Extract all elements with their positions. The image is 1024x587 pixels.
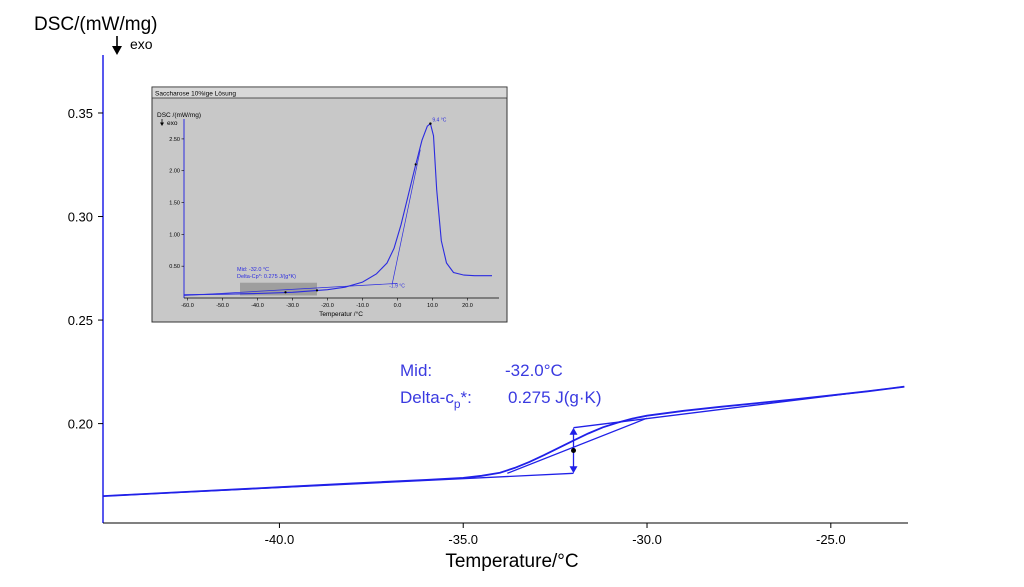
inset-x-tick-label: -40.0 <box>251 303 264 309</box>
inset-delta-text: Delta-Cp*: 0.275 J/(g*K) <box>237 274 296 280</box>
delta-cp-arrow-head-up <box>569 427 578 435</box>
inset-title-bar <box>151 86 508 99</box>
inset-y-tick-label: 2.50 <box>169 137 180 143</box>
inset-tangent-line <box>183 283 398 296</box>
delta-cp-arrow-head-down <box>569 466 578 474</box>
dsc-curve <box>102 385 905 497</box>
y-tick-label: 0.30 <box>68 210 93 225</box>
inset-mid-marker <box>284 291 287 294</box>
x-axis-label: Temperature/°C <box>445 551 578 572</box>
delta-cp-value: 0.275 J(g·K) <box>508 388 602 407</box>
y-tick-label: 0.35 <box>68 106 93 121</box>
inset-x-tick-label: 20.0 <box>462 303 473 309</box>
x-tick-label: -30.0 <box>632 532 662 547</box>
inset-peak-label: 9.4 °C <box>432 118 446 124</box>
x-tick-label: -35.0 <box>448 532 478 547</box>
x-tick-label: -40.0 <box>265 532 295 547</box>
inset-x-label: Temperatur /°C <box>319 310 363 318</box>
delta-cp-suffix: *: <box>461 388 472 407</box>
inset-x-tick-label: -20.0 <box>321 303 334 309</box>
inset-peak-marker <box>429 122 432 125</box>
delta-cp-label-main: Delta-c <box>400 388 454 407</box>
y-axis-label: DSC/(mW/mg) <box>34 14 157 35</box>
x-tick-label: -25.0 <box>816 532 846 547</box>
inset-exo-label: exo <box>167 120 178 127</box>
inset-x-tick-label: -60.0 <box>181 303 194 309</box>
inset-y-label: DSC /(mW/mg) <box>157 112 201 119</box>
tangent-line <box>507 417 648 474</box>
mid-value: -32.0°C <box>505 361 563 380</box>
inset-x-tick-label: 10.0 <box>427 303 438 309</box>
inset-mid-text: Mid: -32.0 °C <box>237 267 269 273</box>
y-tick-label: 0.20 <box>68 417 93 432</box>
inset-exo-arrow-icon <box>160 119 164 126</box>
inset-x-tick-label: -50.0 <box>216 303 229 309</box>
inset-chart: Saccharose 10%ige Lösung DSC /(mW/mg) ex… <box>151 86 508 323</box>
inset-tangent-line <box>391 149 421 284</box>
inset-y-tick-label: 1.50 <box>169 201 180 207</box>
inset-end-marker <box>315 289 319 292</box>
inset-y-tick-label: 0.50 <box>169 264 180 270</box>
inset-dsc-curve <box>183 122 492 296</box>
inset-x-tick-label: -30.0 <box>286 303 299 309</box>
inset-y-tick-label: 2.00 <box>169 169 180 175</box>
mid-point-marker <box>571 448 577 454</box>
mid-label: Mid: <box>400 361 432 380</box>
y-tick-label: 0.25 <box>68 313 93 328</box>
inset-x-tick-label: -10.0 <box>356 303 369 309</box>
inset-x-tick-label: 0.0 <box>394 303 402 309</box>
inset-onset-label: -1.9 °C <box>389 283 405 289</box>
delta-cp-label: Delta-cp*: <box>400 388 472 411</box>
inset-y-tick-label: 1.00 <box>169 232 180 238</box>
exo-arrow-icon <box>112 36 122 55</box>
inset-frame <box>151 86 508 323</box>
exo-label: exo <box>130 36 153 52</box>
inset-title: Saccharose 10%ige Lösung <box>155 91 236 98</box>
inset-curve-marker <box>414 163 417 166</box>
delta-cp-subscript: p <box>454 397 461 411</box>
